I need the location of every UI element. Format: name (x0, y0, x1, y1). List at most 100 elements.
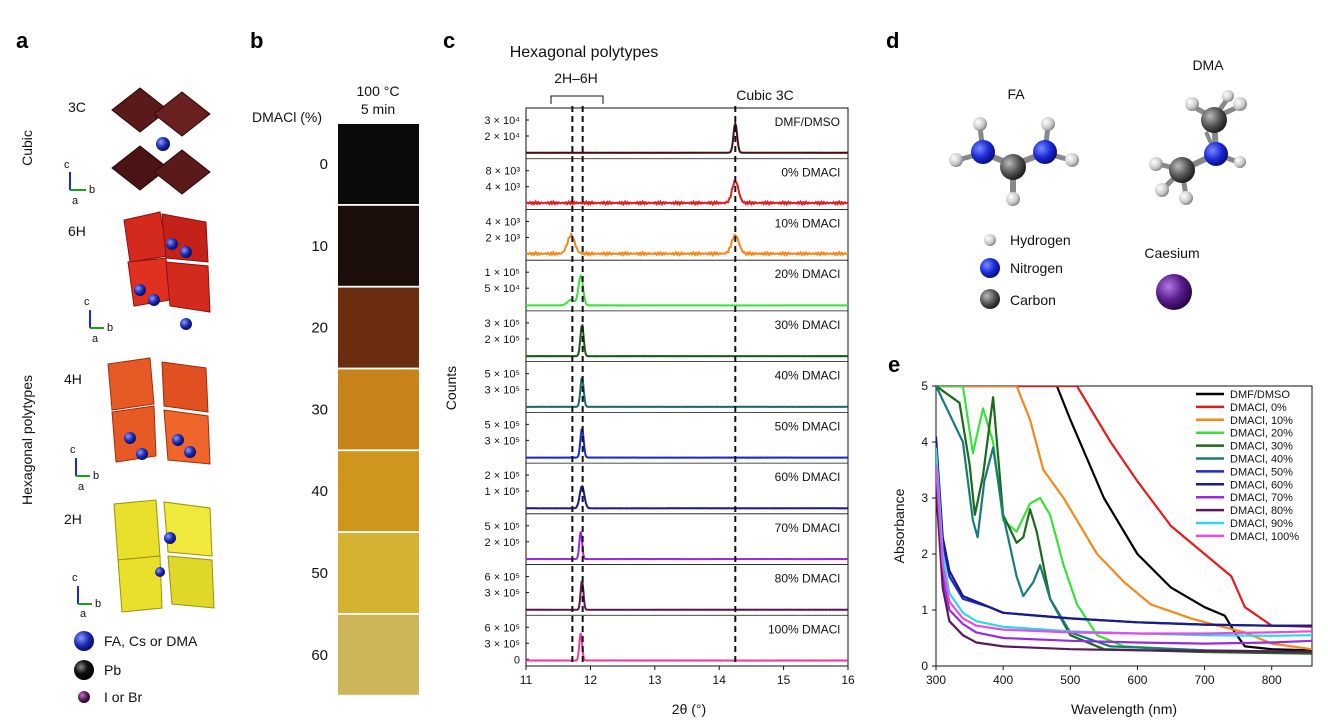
dmacl-column-label: DMACl (%) (252, 109, 322, 125)
xrd-y-tick-label: 6 × 10⁵ (485, 622, 520, 634)
abs-series-line (936, 386, 1312, 651)
panel-d: d FA DMA (886, 28, 1247, 310)
xrd-panel-label: 10% DMACl (775, 216, 840, 230)
svg-text:a: a (80, 608, 87, 620)
panel-a-legend: FA, Cs or DMA Pb I or Br (74, 631, 198, 705)
svg-text:a: a (72, 195, 79, 207)
xrd-y-tick-label: 6 × 10⁵ (485, 572, 520, 584)
xrd-y-tick-label: 4 × 10³ (485, 216, 520, 228)
panel-a: a Cubic Hexagonal polytypes 3C c b a 6H (16, 28, 215, 705)
panel-a-letter: a (16, 28, 29, 53)
film-30 (338, 369, 419, 450)
svg-text:a: a (92, 333, 99, 345)
xrd-panel-label: 80% DMACl (775, 572, 840, 586)
xrd-y-tick-label: 2 × 10⁵ (485, 334, 520, 346)
xrd-panel-label: 60% DMACl (775, 470, 840, 484)
abs-x-tick-label: 300 (926, 673, 946, 687)
film-pct-label: 50 (311, 565, 328, 582)
abs-series-line (936, 447, 1312, 637)
abs-xlabel: Wavelength (nm) (1071, 701, 1177, 717)
xrd-y-tick-label: 2 × 10³ (485, 232, 520, 244)
abs-series-line (936, 486, 1312, 654)
xrd-y-tick-label: 1 × 10⁵ (485, 486, 520, 498)
svg-text:Nitrogen: Nitrogen (1010, 260, 1063, 276)
abs-legend-label: DMACl, 100% (1230, 531, 1299, 543)
film-0 (338, 124, 419, 204)
abs-series-line (936, 464, 1312, 635)
xrd-y-tick-label: 8 × 10³ (485, 166, 520, 178)
hydrogen-atom-icon (984, 234, 996, 246)
xrd-panel-label: 100% DMACl (768, 622, 840, 636)
xrd-trace (525, 231, 849, 258)
film-60 (338, 614, 419, 695)
nitrogen-atom-icon (980, 258, 1000, 278)
film-50 (338, 533, 419, 613)
xrd-y-tick-label: 0 (514, 654, 520, 666)
film-10 (338, 205, 419, 286)
xrd-y-tick-label: 5 × 10⁵ (485, 521, 520, 533)
xrd-trace (525, 323, 849, 358)
svg-text:a: a (78, 481, 85, 493)
structure-6h-label: 6H (68, 223, 86, 239)
film-pct-label: 60 (311, 647, 328, 664)
abs-x-tick-label: 600 (1127, 673, 1147, 687)
svg-text:FA, Cs or DMA: FA, Cs or DMA (104, 633, 198, 649)
panel-d-legend: Hydrogen Nitrogen Carbon Caesium (980, 232, 1200, 310)
abs-y-tick-label: 3 (921, 491, 928, 505)
axes-6h: c b a (84, 296, 113, 345)
xrd-trace (525, 485, 849, 510)
xrd-panel-label: 30% DMACl (775, 318, 840, 332)
abs-legend-label: DMACl, 10% (1230, 415, 1293, 427)
structure-6h (123, 211, 211, 330)
svg-text:b: b (93, 470, 99, 482)
abs-x-tick-label: 400 (993, 673, 1013, 687)
svg-text:c: c (70, 444, 76, 456)
abs-legend-label: DMACl, 90% (1230, 518, 1293, 530)
xrd-y-tick-label: 3 × 10⁵ (485, 318, 520, 330)
xrd-panel-label: DMF/DMSO (775, 115, 840, 129)
xrd-panel-label: 0% DMACl (781, 166, 840, 180)
svg-text:c: c (84, 296, 90, 308)
caesium-label: Caesium (1144, 245, 1199, 261)
abs-y-tick-label: 0 (921, 659, 928, 673)
abs-legend-label: DMACl, 30% (1230, 441, 1293, 453)
svg-text:b: b (95, 598, 101, 610)
abs-legend-label: DMACl, 20% (1230, 428, 1293, 440)
structure-3c (111, 87, 211, 195)
abs-frame (935, 385, 1313, 667)
hexagonal-polytypes-label: Hexagonal polytypes (19, 375, 35, 505)
xrd-trace (525, 632, 849, 662)
abs-x-tick-label: 800 (1262, 673, 1282, 687)
xrd-y-tick-label: 5 × 10⁵ (485, 369, 520, 381)
xrd-y-tick-label: 3 × 10⁵ (485, 435, 520, 447)
xrd-y-tick-label: 3 × 10⁴ (484, 115, 520, 127)
carbon-atom-icon (980, 289, 1000, 309)
caesium-atom-icon (1156, 274, 1192, 310)
absorbance-plot: 300 400 500 600 700 800 0 1 2 3 4 5 Wavelength (nm) A… (891, 379, 1313, 717)
svg-text:c: c (64, 159, 70, 171)
xrd-ylabel: Counts (443, 366, 459, 410)
axes-3c: c b a (64, 159, 95, 207)
xrd-y-tick-label: 2 × 10⁴ (484, 131, 520, 143)
panel-e: e 300 400 500 600 700 800 0 1 2 3 4 5 Wavelength (nm… (888, 352, 1313, 717)
svg-text:b: b (89, 184, 95, 196)
svg-text:Pb: Pb (104, 662, 121, 678)
fa-cs-dma-atom-icon (74, 631, 94, 651)
xrd-panel-label: 20% DMACl (775, 267, 840, 281)
xrd-panel-label: 50% DMACl (775, 419, 840, 433)
abs-legend-label: DMACl, 80% (1230, 505, 1293, 517)
panel-d-letter: d (886, 28, 899, 53)
film-photos: 0 10 20 30 40 50 60 (311, 124, 419, 695)
dma-label: DMA (1192, 57, 1224, 73)
time-label: 5 min (361, 101, 395, 117)
xrd-trace (525, 426, 849, 459)
structure-3c-label: 3C (68, 99, 86, 115)
xrd-trace (525, 578, 849, 611)
fa-molecule (949, 117, 1079, 206)
cubic-label: Cubic (19, 130, 35, 166)
xrd-panel-label: 40% DMACl (775, 369, 840, 383)
xrd-trace (525, 273, 849, 307)
abs-series-line (936, 436, 1312, 627)
xrd-panel-label: 70% DMACl (775, 521, 840, 535)
